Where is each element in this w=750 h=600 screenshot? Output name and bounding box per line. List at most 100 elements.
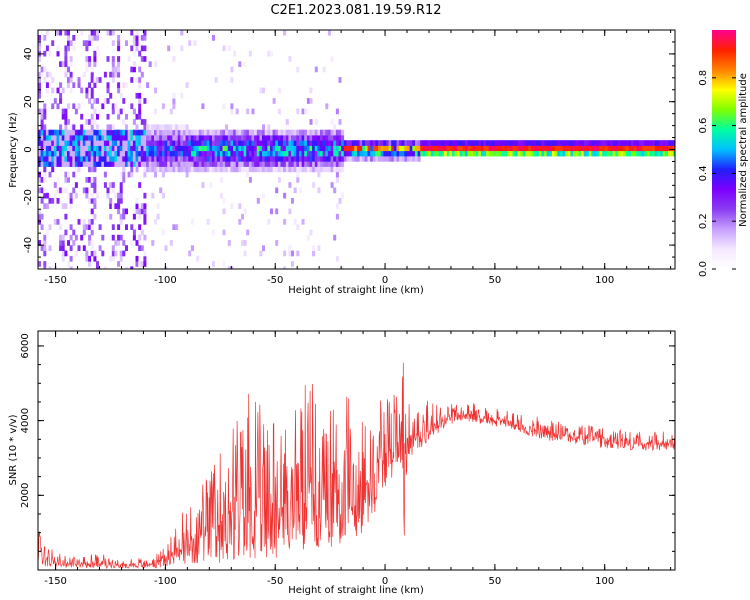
spectrogram-cell [117,161,121,167]
spectrogram-cell [668,145,671,152]
spectrogram-cell [51,129,55,136]
spectrogram-cell [111,187,115,194]
spectrogram-cell [264,161,268,167]
spectrogram-cell [414,150,418,157]
spectrogram-cell [312,150,316,157]
spectrogram-cell [122,250,126,257]
spectrogram-cell [72,124,76,131]
spectrogram-cell [275,161,279,167]
spectrogram-cell [88,98,92,104]
spectrogram-cell [272,150,276,157]
spectrogram-cell [117,66,121,73]
spectrogram-cell [586,140,590,146]
spectrogram-cell [235,129,239,136]
spectrogram-cell [275,240,279,246]
spectrogram-cell [190,166,194,173]
spectrogram-cell [291,156,294,162]
spectrogram-cell [335,140,339,146]
spectrogram-cell [175,124,179,131]
spectrogram-cell [623,150,627,157]
spectrogram-cell [114,71,118,78]
spectrogram-cell [172,140,176,146]
spectrogram-cell [61,240,65,246]
spectrogram-cell [272,161,276,167]
spectrogram-cell [40,119,44,125]
spectrogram-cell [198,140,202,146]
spectrogram-cell [625,150,629,157]
spectrogram-cell [109,134,113,141]
spectrogram-cell [169,124,173,131]
spectrogram-cell [161,103,165,110]
spectrogram-cell [306,161,310,167]
spectrogram-cell [330,156,334,162]
spectrogram-cell [227,150,231,157]
spectrogram-cell [180,129,184,136]
spectrogram-cell [354,145,358,152]
spectrogram-cell [156,145,160,152]
spectrogram-cell [45,192,49,199]
spectrogram-cell [127,140,131,146]
spectrogram-cell [119,129,123,136]
spectrogram-cell [61,255,65,262]
spectrogram-cell [222,156,226,162]
spectrogram-cell [554,145,558,152]
spectrogram-cell [45,145,49,152]
spectrogram-cell [61,108,65,115]
spectrogram-cell [56,177,60,183]
spectrogram-cell [43,77,47,83]
spectrogram-cell [56,129,60,136]
spectrogram-cell [80,161,84,167]
snr-frame [37,330,676,571]
spectrogram-cell [111,250,115,257]
spectrogram-cell [367,145,371,152]
snr-series-line [38,362,675,570]
spectrogram-cell [488,145,492,152]
spectrogram-cell [380,140,384,146]
spectrogram-cell [109,150,113,157]
spectrogram-cell [190,145,194,152]
spectrogram-cell [391,150,395,157]
spectrogram-cell [662,140,666,146]
spectrogram-cell [127,134,131,141]
spectrogram-cell [457,145,461,152]
spectrogram-cell [45,87,49,94]
spectrogram-cell [472,145,476,152]
spectrogram-cell [164,134,168,141]
spectrogram-cell [111,234,115,241]
spectrogram-cell [185,166,189,173]
spectrogram-cell [201,166,205,173]
spectrogram-cell [296,140,300,146]
spectrogram-cell [111,134,115,141]
spectrogram-cell [262,156,265,162]
colorbar-label: Normalized spectral amplitude [738,73,749,227]
spectrogram-cell [38,261,41,267]
spectrogram-cell [88,198,92,204]
spectrogram-cell [82,129,86,136]
spectrogram-cell [143,124,147,131]
spectrogram-cell [172,161,176,167]
spectrogram-cell [222,198,226,204]
spectrogram-cell [151,134,155,141]
spectrogram-cell [109,129,113,136]
spectrogram-cell [69,198,73,204]
spectrogram-cell [243,129,247,136]
x-tick-label: 0 [382,576,388,587]
spectrogram-cell [246,166,250,173]
spectrogram-cell [138,140,142,146]
spectrogram-cell [69,124,73,131]
spectrogram-cell [565,145,569,152]
spectrogram-cell [135,150,139,157]
spectrogram-cell [172,124,176,131]
spectrogram-cell [177,145,181,152]
spectrogram-cell [330,56,334,62]
spectrogram-cell [40,213,44,220]
spectrogram-cell [248,129,252,136]
spectrogram-cell [296,250,300,257]
spectrogram-cell [227,166,231,173]
spectrogram-cell [544,150,548,157]
spectrogram-cell [48,129,52,136]
spectrogram-cell [496,150,500,157]
spectrogram-cell [383,145,387,152]
spectrogram-cell [222,208,226,215]
spectrogram-cell [219,166,223,173]
